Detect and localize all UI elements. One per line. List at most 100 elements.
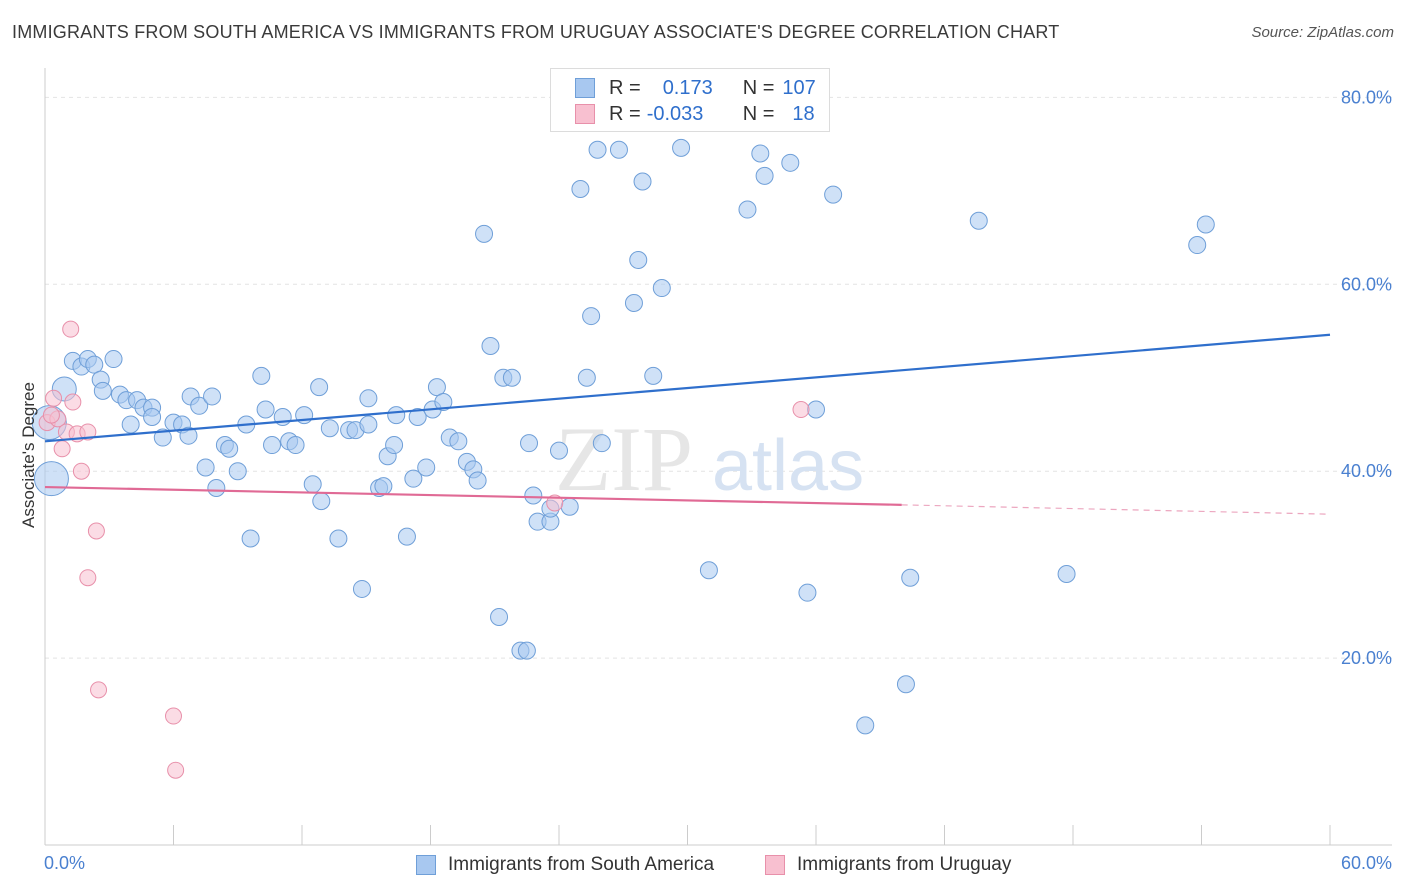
x-tick-label: 60.0% — [1341, 853, 1392, 873]
data-point — [374, 477, 393, 496]
data-point — [798, 583, 817, 602]
data-point — [228, 462, 247, 481]
data-point — [699, 561, 718, 580]
axes — [44, 68, 1392, 846]
data-point — [449, 432, 468, 451]
data-point — [434, 393, 453, 412]
data-point — [652, 279, 671, 298]
data-point — [87, 522, 105, 540]
legend-swatch-south-america — [575, 78, 595, 98]
legend-row-south-america: R = 0.173 N = 107 — [575, 75, 816, 101]
data-point — [387, 406, 406, 425]
data-point — [571, 179, 590, 198]
data-point — [203, 387, 222, 406]
data-point — [252, 366, 271, 385]
data-point — [546, 494, 564, 512]
data-point — [517, 641, 536, 660]
data-point — [417, 458, 436, 477]
data-point — [475, 224, 494, 243]
data-point — [310, 378, 329, 397]
watermark: ZIP atlas — [555, 408, 864, 510]
data-point — [397, 527, 416, 546]
data-point — [856, 716, 875, 735]
legend-r-label: R = — [609, 76, 641, 99]
legend-n-label: N = — [742, 102, 775, 125]
data-point — [62, 320, 80, 338]
legend-n-label: N = — [742, 76, 775, 99]
data-point — [502, 368, 521, 387]
data-point — [190, 396, 209, 415]
data-point — [72, 462, 90, 480]
data-point — [792, 401, 810, 419]
data-point — [359, 415, 378, 434]
data-point — [79, 423, 97, 441]
data-point — [560, 497, 579, 516]
data-point — [1196, 215, 1215, 234]
source-label: Source: ZipAtlas.com — [1251, 24, 1394, 41]
data-point — [672, 138, 691, 157]
bottom-legend-uruguay: Immigrants from Uruguay — [765, 851, 1011, 879]
data-point — [751, 144, 770, 163]
data-point — [592, 434, 611, 453]
data-point — [550, 441, 568, 460]
data-point — [427, 378, 446, 397]
data-point — [633, 172, 652, 191]
data-point — [33, 461, 69, 497]
y-tick-label: 60.0% — [1341, 274, 1392, 294]
legend-r-value: 0.173 — [662, 76, 713, 99]
data-point — [520, 434, 539, 453]
data-point — [286, 436, 305, 455]
data-point — [624, 293, 643, 312]
bottom-legend-swatch-south-america — [416, 855, 436, 875]
data-point — [738, 200, 757, 219]
data-point — [329, 529, 348, 548]
trend-line-extension — [901, 504, 1331, 515]
legend-n-value: 107 — [782, 76, 816, 99]
data-point — [320, 419, 339, 438]
data-point — [969, 211, 988, 230]
correlation-legend: R = 0.173 N = 107 R = -0.033 N = 18 — [550, 68, 830, 132]
data-point — [53, 440, 71, 458]
data-point — [167, 761, 185, 779]
bottom-legend-label: Immigrants from Uruguay — [797, 854, 1012, 875]
data-point — [121, 415, 140, 434]
legend-r-value: -0.033 — [646, 102, 704, 125]
data-point — [79, 569, 97, 587]
watermark-zip: ZIP — [555, 408, 693, 510]
data-point — [42, 406, 60, 424]
data-point — [404, 469, 423, 488]
data-point — [629, 251, 648, 270]
data-point — [609, 140, 628, 159]
data-point — [93, 381, 112, 400]
data-point — [901, 568, 920, 587]
data-point — [755, 166, 774, 185]
data-point — [468, 471, 487, 490]
trend-line — [44, 333, 1331, 443]
bottom-legend-label: Immigrants from South America — [448, 854, 715, 875]
bottom-legend-swatch-uruguay — [765, 855, 785, 875]
tick-labels: 20.0% 40.0% 60.0% 80.0% 0.0% 60.0% — [44, 87, 1392, 873]
data-point — [824, 185, 843, 204]
bottom-legend-south-america: Immigrants from South America — [416, 851, 714, 879]
x-tick-label: 0.0% — [44, 853, 85, 873]
data-point — [577, 368, 596, 387]
data-point — [644, 366, 663, 385]
y-tick-label: 40.0% — [1341, 461, 1392, 481]
data-point — [64, 393, 82, 411]
watermark-atlas: atlas — [712, 426, 864, 506]
data-point — [207, 479, 226, 498]
data-point — [490, 607, 509, 626]
data-point — [256, 400, 275, 419]
data-point — [588, 140, 607, 159]
data-point — [85, 355, 104, 374]
data-point — [45, 389, 63, 407]
data-point — [220, 439, 239, 458]
y-axis-label: Associate's Degree — [19, 382, 38, 528]
data-point — [1188, 236, 1207, 255]
y-tick-label: 20.0% — [1341, 648, 1392, 668]
data-point — [896, 675, 915, 694]
data-point — [359, 389, 378, 408]
data-point — [781, 153, 800, 172]
series-south-america-points — [31, 79, 1215, 735]
data-point — [807, 400, 825, 419]
